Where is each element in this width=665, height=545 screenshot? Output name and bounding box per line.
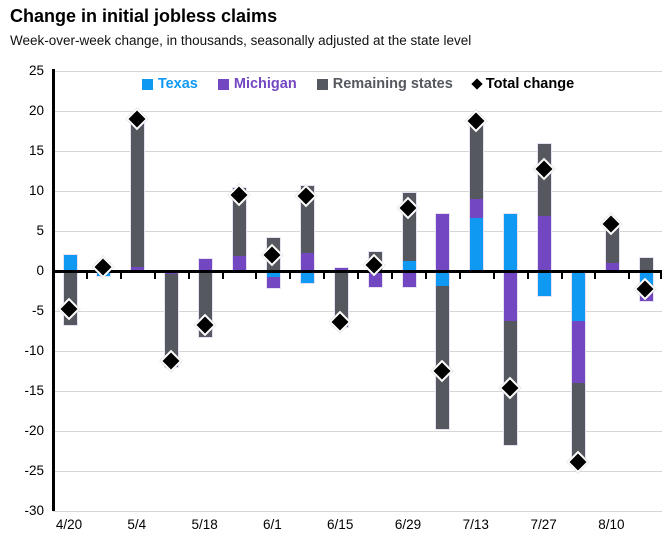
chart-title: Change in initial jobless claims — [10, 6, 278, 26]
y-axis-line — [52, 69, 55, 511]
bar-segment-michigan-8-10 — [604, 262, 620, 271]
gridline — [53, 430, 662, 432]
gridline — [53, 350, 662, 352]
x-axis-tick-mark — [221, 272, 224, 279]
legend-label: Remaining states — [332, 76, 453, 92]
x-axis-tick-label: 4/20 — [55, 517, 83, 532]
legend-diamond-icon — [471, 78, 483, 90]
legend-square-icon — [141, 78, 153, 90]
gridline — [53, 230, 662, 232]
bar-segment-texas-7-13 — [469, 218, 485, 271]
bar-segment-michigan-6-1 — [265, 276, 281, 289]
bar-segment-michigan-5-4 — [130, 266, 146, 271]
x-axis-tick-mark — [255, 272, 258, 279]
y-axis-tick-label: -15 — [24, 383, 44, 398]
x-axis-tick-label: 6/1 — [263, 517, 282, 532]
bar-segment-michigan-7-13 — [469, 198, 485, 219]
chart-legend: Texas Michigan Remaining states Total chang… — [53, 76, 663, 92]
y-axis-tick-label: 20 — [28, 103, 44, 118]
gridline — [53, 510, 662, 512]
x-axis-tick-mark — [660, 272, 662, 279]
gridline — [53, 70, 662, 72]
gridline — [53, 470, 662, 472]
x-axis-tick-label: 7/27 — [530, 517, 557, 532]
chart-subtitle: Week-over-week change, in thousands, sea… — [10, 33, 472, 48]
x-axis-tick-mark — [85, 272, 88, 279]
gridline — [53, 390, 662, 392]
gridline — [53, 190, 662, 192]
x-axis-tick-mark — [391, 272, 394, 279]
x-axis-tick-label: 8/10 — [598, 517, 625, 532]
y-axis-tick-label: -20 — [24, 423, 44, 438]
gridline — [53, 310, 662, 312]
x-axis-tick-label: 6/15 — [327, 517, 354, 532]
bar-segment-michigan-5-18 — [198, 258, 214, 272]
bar-segment-texas-7-20 — [503, 212, 519, 272]
y-axis-tick-label: 10 — [28, 183, 44, 198]
x-axis-tick-mark — [119, 272, 122, 279]
legend-item-texas: Texas — [141, 76, 198, 92]
x-axis-zero-line — [53, 269, 662, 273]
y-axis-tick-label: 5 — [36, 223, 44, 238]
x-axis-tick-mark — [153, 272, 156, 279]
y-axis-tick-label: -30 — [24, 503, 44, 518]
bar-segment-remaining-states-5-4 — [130, 116, 146, 268]
y-axis-tick-label: -25 — [24, 463, 44, 478]
bar-segment-texas-6-29 — [401, 259, 417, 271]
bar-segment-remaining-states-7-6 — [435, 286, 451, 430]
gridline — [53, 150, 662, 152]
bar-segment-michigan-8-3 — [571, 321, 586, 383]
legend-label: Texas — [157, 76, 198, 92]
bar-segment-texas-4-20 — [62, 254, 78, 272]
x-axis-tick-mark — [560, 272, 563, 279]
x-axis-tick-mark — [289, 272, 292, 279]
x-axis-tick-mark — [357, 272, 360, 279]
y-axis-tick-label: 0 — [36, 263, 44, 278]
bar-segment-texas-7-27 — [537, 271, 553, 297]
x-axis-tick-label: 7/13 — [462, 517, 489, 532]
legend-square-icon — [316, 78, 328, 90]
bar-segment-texas-7-6 — [435, 271, 451, 287]
x-axis-tick-mark — [492, 272, 495, 279]
x-axis-tick-mark — [187, 272, 190, 279]
x-axis-tick-mark — [323, 272, 326, 279]
x-axis-tick-mark — [458, 272, 461, 279]
bar-segment-michigan-7-6 — [435, 212, 451, 272]
x-axis-tick-mark — [628, 272, 631, 279]
x-axis-tick-mark — [594, 272, 597, 279]
y-axis-tick-label: -5 — [31, 303, 44, 318]
legend-label: Total change — [485, 76, 575, 92]
y-axis-tick-label: -10 — [24, 343, 44, 358]
bar-segment-michigan-5-11 — [164, 271, 180, 275]
legend-item-michigan: Michigan — [217, 76, 297, 92]
x-axis-tick-label: 5/4 — [127, 517, 147, 532]
bar-segment-michigan-6-29 — [401, 271, 417, 288]
bar-segment-texas-8-3 — [571, 271, 586, 322]
legend-item-remaining-states: Remaining states — [316, 76, 453, 92]
bar-segment-michigan-5-25 — [232, 255, 247, 271]
y-axis-tick-label: 25 — [28, 63, 44, 78]
bar-segment-texas-6-1 — [265, 271, 281, 277]
bar-segment-michigan-6-22 — [367, 271, 383, 288]
y-axis-tick-label: 15 — [28, 143, 44, 158]
bar-segment-texas-6-8 — [299, 271, 315, 284]
bar-segment-remaining-states-8-17 — [638, 256, 654, 272]
x-axis-tick-label: 6/29 — [394, 517, 422, 532]
gridline — [53, 110, 662, 112]
bar-segment-michigan-7-20 — [503, 271, 519, 322]
bar-segment-michigan-6-8 — [299, 251, 315, 271]
legend-square-icon — [217, 78, 229, 90]
x-axis-tick-mark — [424, 272, 427, 279]
legend-item-total-change: Total change — [471, 76, 575, 92]
legend-label: Michigan — [233, 76, 297, 92]
x-axis-tick-label: 5/18 — [191, 517, 218, 532]
x-axis-tick-mark — [526, 272, 529, 279]
bar-segment-michigan-7-27 — [537, 215, 553, 271]
